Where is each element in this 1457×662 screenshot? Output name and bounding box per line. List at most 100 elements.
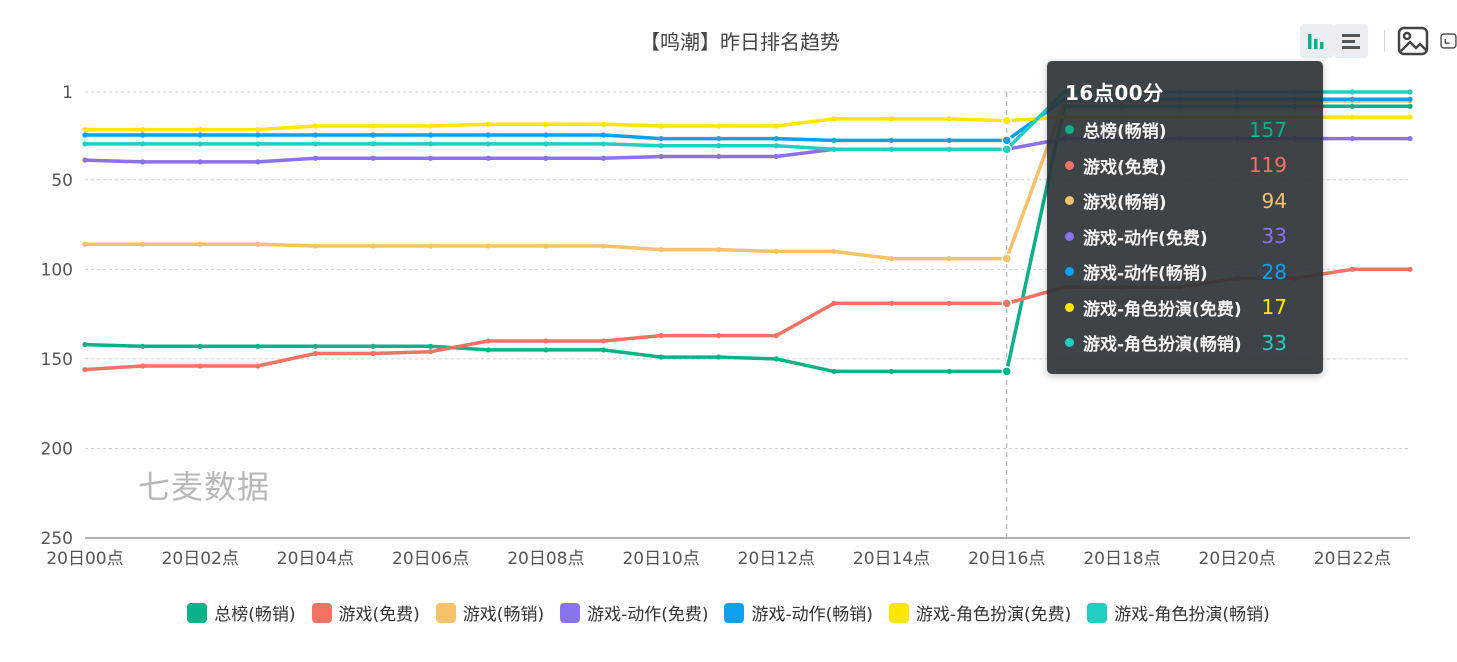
data-point [312,141,319,147]
tooltip-dot [1065,196,1074,206]
data-point [140,343,146,349]
legend-swatch [724,602,745,623]
data-point [946,300,952,306]
data-point [197,141,203,147]
watermark: 七麦数据 [138,468,271,506]
tooltip-dot [1065,125,1074,135]
data-point [946,116,952,122]
tooltip-series-name: 游戏-角色扮演(免费) [1083,299,1242,320]
legend-item[interactable]: 游戏-动作(免费) [560,600,708,625]
data-point [888,368,895,375]
export-icon [1440,33,1457,49]
data-point [197,343,203,349]
data-point [1349,89,1355,95]
legend-item[interactable]: 游戏-动作(畅销) [724,600,873,625]
data-point [716,153,722,160]
data-point [716,123,722,129]
data-point [428,132,434,138]
data-point [197,241,203,247]
data-point [716,135,722,142]
legend-swatch [311,602,332,623]
data-point [1349,135,1355,142]
data-point [946,255,952,262]
data-point [82,141,88,147]
bar-chart-button[interactable] [1300,24,1334,58]
legend-label: 总榜(畅销) [214,605,296,625]
x-tick-label: 20日00点 [46,549,123,569]
data-point [1001,366,1012,377]
chart-title: 【鸣潮】昨日排名趋势 [640,30,840,54]
data-point [485,132,491,138]
data-point [485,141,491,147]
data-point [82,127,88,133]
data-point [658,332,664,339]
data-point [485,338,491,344]
data-point [1001,135,1012,146]
data-point [370,155,376,161]
data-point [82,132,88,138]
data-point [773,143,779,149]
data-point [312,155,319,161]
tooltip-dot [1065,302,1074,312]
legend-item[interactable]: 游戏-角色扮演(畅销) [1087,600,1270,625]
tooltip-series-name: 游戏(畅销) [1083,193,1167,214]
data-point [255,363,261,369]
tooltip-value: 17 [1261,295,1287,320]
data-point [600,141,607,147]
save-image-button[interactable] [1396,24,1430,58]
list-button[interactable] [1334,24,1368,58]
y-tick-label: 250 [41,529,73,549]
legend-label: 游戏-角色扮演(畅销) [1114,605,1270,625]
data-point [312,243,319,249]
data-point [543,243,549,249]
data-point [831,248,837,255]
data-point [888,137,895,143]
data-point [1407,96,1413,102]
x-tick-label: 20日04点 [277,549,354,569]
data-point [888,116,895,122]
x-tick-label: 20日02点 [162,549,239,569]
data-point [716,143,722,149]
data-point [1349,266,1355,272]
tooltip-title: 16点00分 [1065,81,1164,105]
tooltip-row: 游戏-动作(畅销) 28 [1065,254,1305,290]
data-point [197,132,203,138]
x-tick-label: 20日06点 [392,549,469,569]
tooltip-dot [1065,267,1074,277]
x-tick-label: 20日16点 [968,549,1045,569]
legend-item[interactable]: 游戏(畅销) [435,600,544,625]
data-point [1407,135,1413,142]
x-tick-label: 20日20点 [1199,549,1276,569]
tooltip-row: 游戏(畅销) 94 [1065,183,1305,219]
data-point [600,155,607,161]
tooltip-value: 157 [1248,117,1287,142]
data-point [255,241,261,247]
tooltip-series-name: 游戏-动作(畅销) [1083,264,1208,285]
tooltip-value: 28 [1261,259,1287,284]
data-point [140,159,146,165]
data-point [428,349,434,355]
data-point [831,137,837,143]
data-point [312,350,319,357]
tooltip-row: 总榜(畅销) 157 [1065,112,1305,148]
data-point [888,255,895,262]
data-point [428,243,434,249]
data-point [658,247,664,253]
data-point [543,141,549,147]
legend-swatch [187,602,208,623]
legend-item[interactable]: 游戏-角色扮演(免费) [888,600,1071,625]
legend-item[interactable]: 游戏(免费) [311,600,420,625]
y-tick-label: 200 [41,439,73,459]
data-point [370,350,376,357]
data-point [773,135,779,142]
tooltip-series-name: 游戏(免费) [1083,157,1167,178]
data-point [370,132,376,138]
export-button[interactable] [1440,24,1457,58]
tooltip-rows: 总榜(畅销) 157 游戏(免费) 119 游戏(畅销) 94 游戏-动作(免费) 33 游戏-… [1065,112,1305,361]
data-point [197,159,203,165]
legend-label: 游戏-动作(畅销) [751,605,873,625]
image-icon [1397,26,1429,56]
x-tick-label: 20日08点 [507,549,584,569]
y-tick-label: 150 [41,350,73,370]
legend-item[interactable]: 总榜(畅销) [187,600,296,625]
